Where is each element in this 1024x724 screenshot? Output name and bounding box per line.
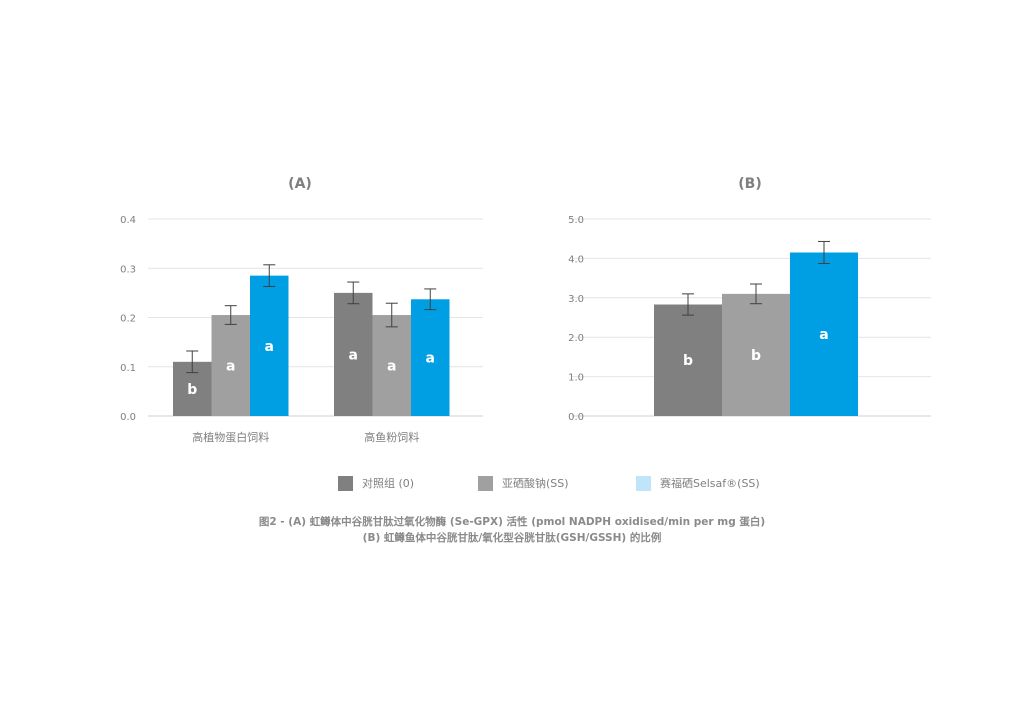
legend-swatch-control xyxy=(338,475,353,491)
chart-a-ytick-label: 0.3 xyxy=(120,264,136,275)
chart-a-data-label: a xyxy=(426,351,435,367)
chart-b-bar xyxy=(654,304,722,416)
chart-a-ytick-label: 0.2 xyxy=(120,314,136,325)
legend-label-sodium-selenite: 亚硒酸钠(SS) xyxy=(502,477,569,490)
chart-a-data-label: a xyxy=(226,359,235,375)
chart-b-data-label: b xyxy=(683,353,693,369)
chart-a-data-label: b xyxy=(187,382,197,398)
chart-b-bar xyxy=(722,293,790,416)
chart-b-data-label: b xyxy=(751,348,761,364)
legend-swatch-sodium-selenite xyxy=(478,475,493,491)
chart-a-bar xyxy=(334,292,373,416)
legend-label-selsaf: 赛福硒Selsaf®(SS) xyxy=(660,477,760,490)
legend-swatch-selsaf xyxy=(636,475,651,491)
chart-a-ytick-label: 0.4 xyxy=(120,215,136,226)
chart-b-ytick-label: 5.0 xyxy=(568,215,584,226)
chart-b-ytick-label: 1.0 xyxy=(568,373,584,384)
chart-a-data-label: a xyxy=(265,339,274,355)
chart-b-ytick-label: 2.0 xyxy=(568,333,584,344)
chart-b-ytick-label: 3.0 xyxy=(568,294,584,305)
legend-item-selsaf: 赛福硒Selsaf®(SS) xyxy=(636,472,760,494)
legend-item-control: 对照组 (0) xyxy=(338,472,414,494)
chart-a-bar xyxy=(372,315,411,416)
chart-b-ytick-label: 4.0 xyxy=(568,254,584,265)
chart-a-ytick-label: 0.0 xyxy=(120,412,136,423)
chart-a-bar xyxy=(250,275,289,416)
chart-a-category-label: 高植物蛋白饲料 xyxy=(192,430,269,444)
chart-a-ytick-label: 0.1 xyxy=(120,363,136,374)
chart-a-data-label: a xyxy=(349,347,358,363)
chart-b-data-label: a xyxy=(819,327,828,343)
chart-a-bar xyxy=(211,315,250,416)
chart-b-ytick-label: 0.0 xyxy=(568,412,584,423)
chart-b-title: (B) xyxy=(738,176,761,192)
figure-caption: 图2 - (A) 虹鳟体中谷胱甘肽过氧化物酶 (Se-GPX) 活性 (pmol… xyxy=(0,514,1024,546)
chart-b-bar xyxy=(790,252,858,416)
chart-a-category-label: 高鱼粉饲料 xyxy=(364,430,419,444)
legend-item-sodium-selenite: 亚硒酸钠(SS) xyxy=(478,472,569,494)
caption-line-1: 图2 - (A) 虹鳟体中谷胱甘肽过氧化物酶 (Se-GPX) 活性 (pmol… xyxy=(258,516,766,528)
chart-a-data-label: a xyxy=(387,359,396,375)
legend-label-control: 对照组 (0) xyxy=(362,477,415,490)
legend: 对照组 (0) 亚硒酸钠(SS) 赛福硒Selsaf®(SS) xyxy=(0,472,1024,494)
caption-line-2: (B) 虹鳟鱼体中谷胱甘肽/氧化型谷胱甘肽(GSH/GSSH) 的比例 xyxy=(362,532,662,544)
chart-a-title: (A) xyxy=(288,176,312,192)
chart-a-bar xyxy=(411,299,450,416)
